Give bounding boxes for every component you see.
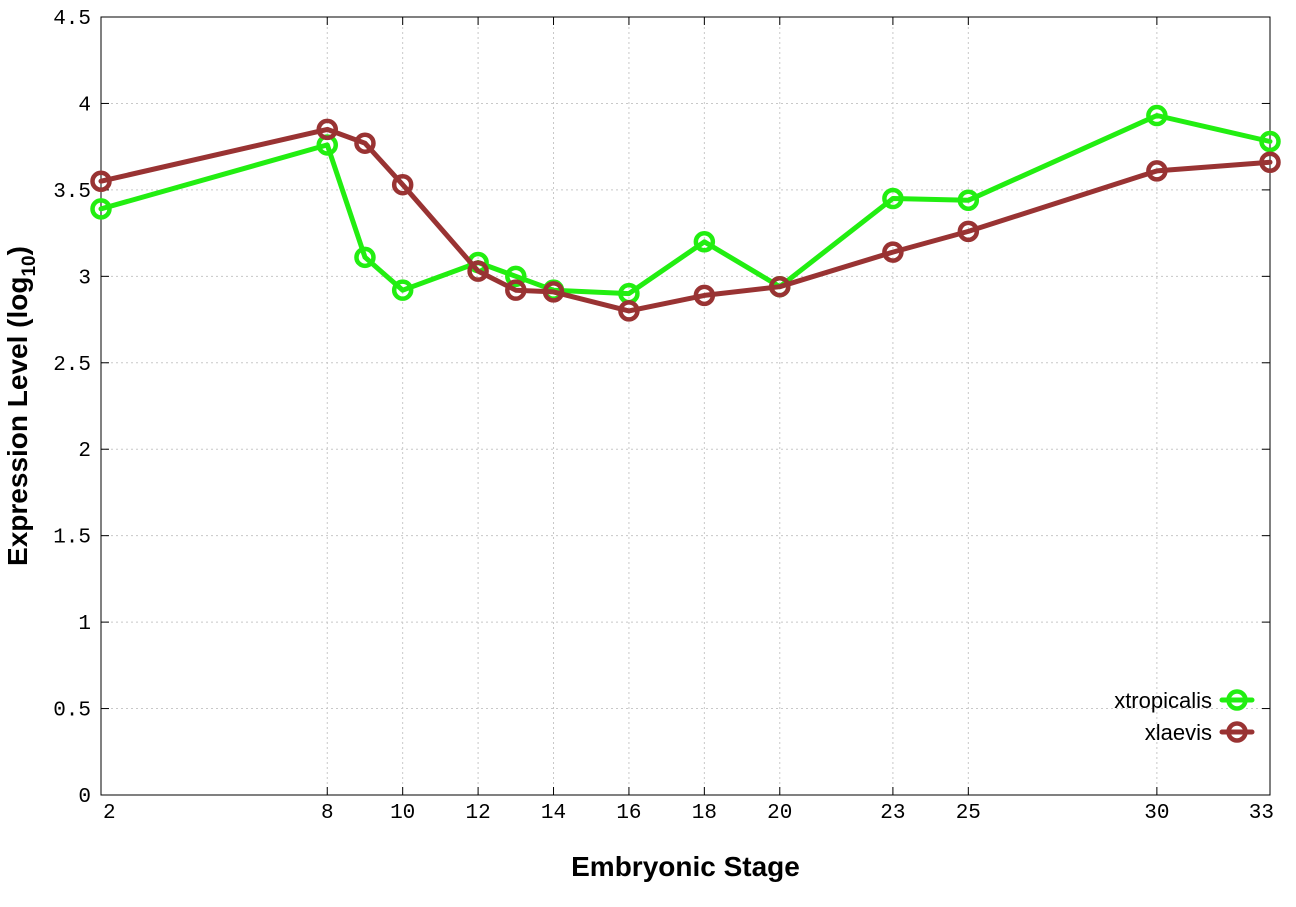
- data-point-xlaevis: [505, 279, 527, 301]
- x-tick-label: 20: [767, 802, 792, 825]
- legend-marker-xlaevis: [1226, 721, 1248, 743]
- y-axis-title-main: Expression Level (log: [2, 277, 33, 566]
- legend-label-xlaevis: xlaevis: [1145, 720, 1212, 745]
- data-point-xlaevis: [618, 300, 640, 322]
- data-point-xlaevis: [467, 260, 489, 282]
- legend: xtropicalis xlaevis: [1114, 688, 1255, 745]
- data-point-xlaevis: [693, 284, 716, 307]
- series-xtropicalis: [90, 104, 1281, 305]
- data-point-xtropicalis: [354, 246, 376, 269]
- data-point-xtropicalis: [1146, 104, 1168, 127]
- y-tick-label: 4: [78, 94, 91, 117]
- data-point-xtropicalis: [882, 187, 904, 210]
- data-point-xtropicalis: [618, 282, 640, 305]
- y-axis-title: Expression Level (log10): [2, 246, 40, 566]
- y-tick-label: 2.5: [53, 354, 91, 377]
- data-point-xtropicalis: [957, 189, 980, 212]
- data-point-xtropicalis: [693, 231, 716, 253]
- plot-frame: [100, 16, 1271, 796]
- legend-label-xtropicalis: xtropicalis: [1114, 688, 1212, 713]
- series-group: [90, 104, 1281, 322]
- x-tick-label: 23: [880, 802, 905, 825]
- data-point-xtropicalis: [391, 279, 414, 301]
- x-tick-label: 18: [692, 802, 717, 825]
- y-tick-label: 3: [78, 267, 91, 290]
- x-axis-title: Embryonic Stage: [571, 851, 800, 882]
- grid: [101, 17, 1270, 795]
- data-point-xlaevis: [542, 281, 565, 303]
- y-tick-label: 1: [78, 613, 91, 636]
- data-point-xtropicalis: [505, 265, 527, 288]
- x-tick-label: 33: [1249, 802, 1274, 825]
- x-tick-label: 12: [465, 802, 490, 825]
- data-point-xlaevis: [1146, 160, 1168, 182]
- y-tick-label: 1.5: [53, 527, 91, 550]
- data-point-xlaevis: [1259, 151, 1281, 173]
- data-point-xlaevis: [957, 220, 980, 243]
- legend-item-xlaevis: xlaevis: [1145, 720, 1255, 745]
- x-tick-label: 2: [103, 802, 116, 825]
- data-point-xlaevis: [354, 132, 376, 154]
- data-point-xlaevis: [316, 118, 339, 141]
- y-tick-label: 2: [78, 440, 91, 463]
- legend-item-xtropicalis: xtropicalis: [1114, 688, 1255, 713]
- x-tick-label: 25: [956, 802, 981, 825]
- data-point-xtropicalis: [90, 198, 112, 220]
- y-axis-title-subscript: 10: [19, 255, 40, 276]
- legend-marker-xtropicalis: [1226, 689, 1248, 711]
- y-tick-label: 0: [78, 786, 91, 809]
- data-point-xtropicalis: [1259, 130, 1281, 153]
- x-tick-label: 30: [1144, 802, 1169, 825]
- x-tick-label: 14: [541, 802, 566, 825]
- x-tick-label: 16: [616, 802, 641, 825]
- y-axis-title-close: ): [2, 246, 33, 255]
- x-tick-label: 10: [390, 802, 415, 825]
- y-tick-label: 4.5: [53, 8, 91, 31]
- y-tick-label: 0.5: [53, 700, 91, 723]
- data-point-xlaevis: [391, 173, 414, 196]
- data-point-xlaevis: [882, 241, 904, 263]
- y-tick-label: 3.5: [53, 181, 91, 204]
- series-xlaevis: [90, 118, 1281, 322]
- series-line-xlaevis: [98, 126, 1273, 314]
- data-point-xlaevis: [769, 275, 791, 298]
- x-tick-label: 8: [321, 802, 334, 825]
- data-point-xlaevis: [90, 170, 112, 192]
- axis-ticks: 0 0.5 1 1.5 2 2.5 3 3.5 4 4.5 2 8 10 12 14 16 18 20 23 25 30…: [53, 8, 1274, 825]
